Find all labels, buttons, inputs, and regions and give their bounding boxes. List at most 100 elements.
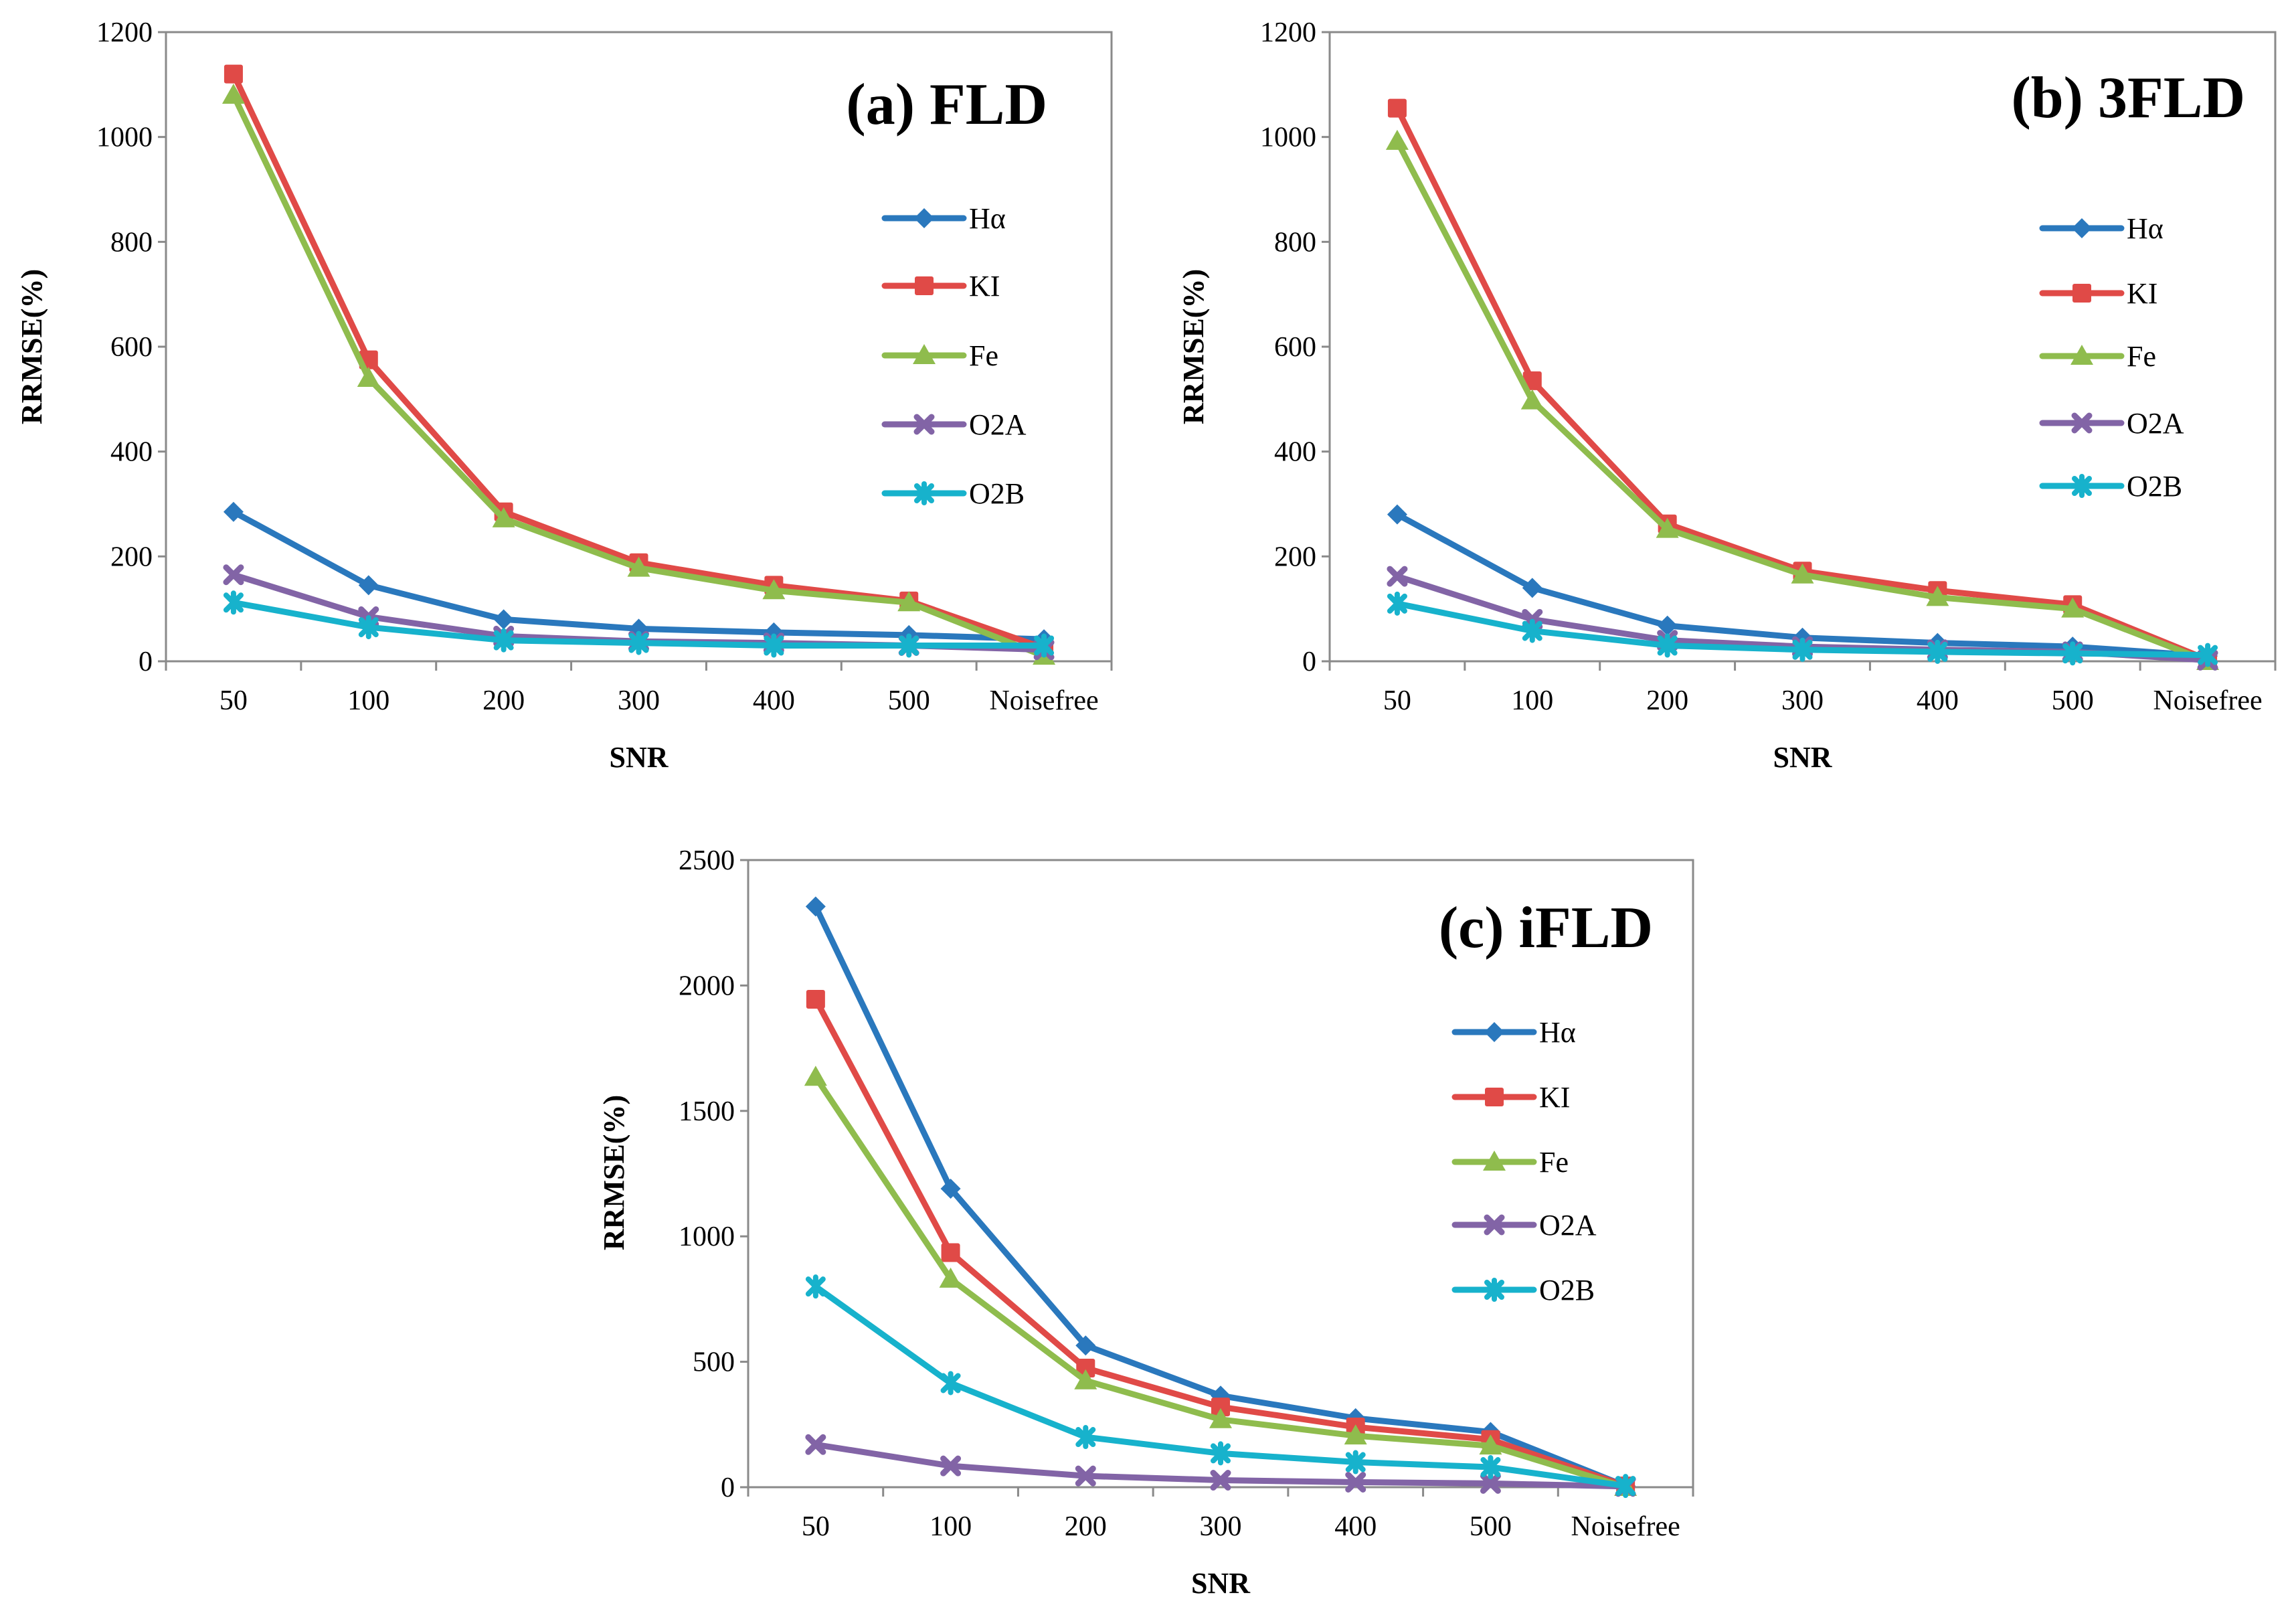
y-axis-title: RRMSE(%)	[598, 1095, 630, 1250]
legend-label: O2B	[1539, 1274, 1595, 1306]
legend-label: O2A	[969, 408, 1027, 441]
y-tick-label: 1200	[96, 17, 153, 48]
data-point	[897, 591, 921, 612]
data-point	[940, 1455, 962, 1477]
legend-item: O2A	[1451, 1209, 1597, 1242]
x-tick-label: 200	[482, 685, 525, 716]
legend-label: Hα	[969, 202, 1006, 235]
data-point	[1522, 578, 1542, 598]
data-point	[1657, 615, 1678, 636]
data-point	[493, 628, 514, 653]
y-tick-label: 1000	[1260, 122, 1316, 153]
data-point	[1345, 1450, 1366, 1474]
legend-marker	[1484, 1278, 1504, 1302]
legend-item: O2A	[2039, 407, 2184, 440]
y-tick-label: 200	[1274, 541, 1316, 572]
series-KI	[1387, 98, 2218, 669]
y-tick-label: 2500	[679, 845, 735, 876]
x-tick-label: 200	[1065, 1511, 1107, 1542]
y-tick-label: 400	[110, 437, 153, 468]
legend-item: KI	[1451, 1081, 1570, 1114]
y-tick-label: 2000	[679, 971, 735, 1001]
series-O2B	[805, 1274, 1636, 1499]
data-point	[1615, 1474, 1636, 1499]
y-tick-label: 600	[110, 332, 153, 363]
x-tick-label: 400	[1334, 1511, 1377, 1542]
data-point	[1211, 1398, 1230, 1417]
data-point	[805, 1434, 826, 1455]
legend-item: O2B	[2039, 470, 2182, 503]
y-tick-label: 1200	[1260, 17, 1316, 48]
y-tick-label: 800	[110, 227, 153, 258]
data-point	[1075, 1425, 1096, 1450]
x-tick-label: 200	[1646, 685, 1688, 716]
data-point	[939, 1267, 962, 1288]
legend-marker	[1484, 1022, 1504, 1042]
data-point	[1344, 1424, 1367, 1445]
data-point	[1345, 1472, 1366, 1493]
legend-item: Fe	[881, 339, 998, 372]
x-tick-label: 50	[802, 1511, 830, 1542]
data-point	[223, 564, 244, 586]
x-tick-label: 100	[930, 1511, 972, 1542]
legend-marker	[2071, 412, 2093, 434]
data-point	[1034, 633, 1055, 658]
x-axis-title: SNR	[609, 741, 669, 774]
data-point	[492, 507, 515, 527]
data-point	[1657, 633, 1678, 658]
data-point	[806, 990, 825, 1009]
legend-marker	[1484, 1214, 1505, 1236]
series-O2A	[805, 1434, 1636, 1497]
legend-item: Hα	[881, 202, 1006, 235]
chart-panel-2: 0 500 1000 1500 2000 2500 50 100 200 300 400 500 Noi…	[598, 845, 1694, 1600]
data-point	[1385, 129, 1409, 150]
series-O2B	[1387, 591, 2218, 667]
legend-item: Fe	[2039, 340, 2156, 373]
data-point	[357, 367, 380, 387]
data-point	[358, 575, 379, 596]
x-tick-label: Noisefree	[1571, 1511, 1680, 1542]
data-point	[940, 1371, 961, 1396]
legend-item: Hα	[2039, 212, 2163, 245]
legend-item: Hα	[1451, 1016, 1576, 1049]
data-point	[1211, 1441, 1231, 1466]
x-tick-label: 50	[1383, 685, 1411, 716]
y-tick-label: 600	[1274, 332, 1316, 363]
y-tick-label: 1000	[679, 1221, 735, 1252]
x-tick-label: 400	[1917, 685, 1959, 716]
data-point	[805, 1274, 826, 1299]
legend-label: Hα	[2127, 212, 2163, 245]
data-point	[1075, 1465, 1096, 1487]
chart-title: (a) FLD	[846, 72, 1047, 137]
data-point	[1075, 1335, 1096, 1356]
x-tick-label: 300	[1200, 1511, 1242, 1542]
y-tick-label: 500	[693, 1347, 735, 1378]
x-axis-title: SNR	[1191, 1567, 1251, 1600]
chart-title: (b) 3FLD	[2011, 66, 2245, 131]
data-point	[804, 1066, 827, 1086]
legend-item: O2B	[1451, 1274, 1595, 1306]
legend-item: O2B	[881, 477, 1025, 510]
x-tick-label: 500	[1470, 1511, 1512, 1542]
legend-item: KI	[881, 270, 1000, 303]
data-point	[223, 501, 244, 522]
legend-label: O2B	[969, 477, 1025, 510]
series-Fe	[222, 84, 1056, 665]
data-point	[764, 633, 784, 658]
chart-title: (c) iFLD	[1439, 896, 1653, 960]
data-point	[899, 633, 919, 658]
data-point	[2062, 641, 2083, 666]
legend-label: KI	[2127, 277, 2157, 310]
legend-marker	[2070, 345, 2093, 365]
legend-marker	[2072, 218, 2092, 238]
y-axis-title: RRMSE(%)	[15, 269, 48, 424]
x-tick-label: 400	[753, 685, 795, 716]
x-tick-label: 100	[347, 685, 389, 716]
legend-item: Fe	[1451, 1146, 1569, 1179]
legend-marker	[1483, 1151, 1506, 1171]
legend-label: O2A	[2127, 407, 2184, 440]
y-tick-label: 800	[1274, 227, 1316, 258]
data-point	[1791, 563, 1814, 584]
legend-label: KI	[1539, 1081, 1570, 1114]
series-Fe	[1385, 129, 2220, 670]
